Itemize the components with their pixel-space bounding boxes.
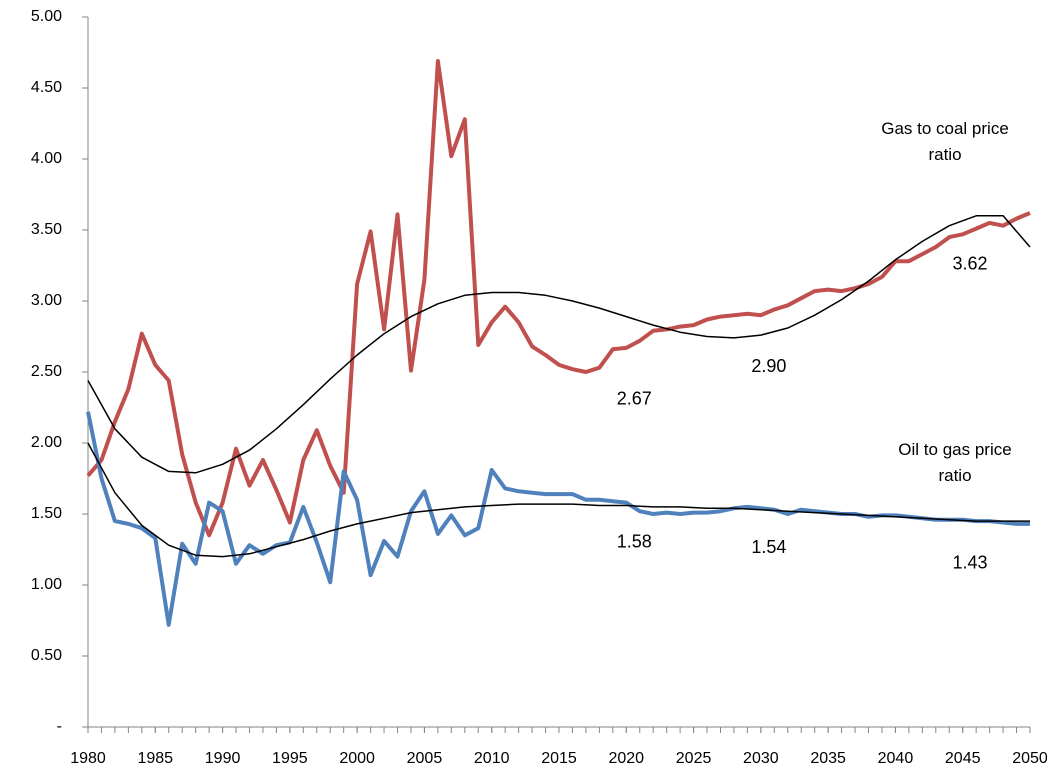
y-tick-label: 2.50	[31, 363, 62, 380]
x-tick-label: 2045	[945, 750, 981, 767]
x-tick-label: 2040	[878, 750, 914, 767]
x-tick-label: 1995	[272, 750, 308, 767]
data-label: 2.67	[617, 389, 652, 409]
y-tick-label: 0.50	[31, 647, 62, 664]
series-line	[86, 411, 1030, 627]
x-tick-label: 1980	[70, 750, 106, 767]
series-line	[86, 59, 1031, 538]
data-label: 1.43	[952, 553, 987, 573]
data-label: 1.58	[617, 531, 652, 551]
series-label: Oil to gas price ratio	[898, 440, 1012, 485]
y-tick-label: 4.50	[31, 79, 62, 96]
x-tick-label: 2010	[474, 750, 510, 767]
series-label: Gas to coal price ratio	[881, 119, 1009, 164]
data-label: 3.62	[952, 254, 987, 274]
x-tick-label: 2015	[541, 750, 577, 767]
x-tick-label: 2020	[608, 750, 644, 767]
y-tick-label: 3.50	[31, 221, 62, 238]
y-tick-label: -	[57, 718, 62, 735]
x-tick-label: 2025	[676, 750, 712, 767]
y-tick-label: 3.00	[31, 292, 62, 309]
trend-line	[87, 215, 1031, 474]
y-tick-label: 5.00	[31, 8, 62, 25]
x-tick-label: 2035	[810, 750, 846, 767]
data-label: 2.90	[751, 356, 786, 376]
x-tick-label: 2005	[407, 750, 443, 767]
y-tick-label: 1.50	[31, 505, 62, 522]
y-tick-label: 4.00	[31, 150, 62, 167]
x-tick-label: 2050	[1012, 750, 1048, 767]
data-label: 1.54	[751, 537, 786, 557]
x-tick-label: 1985	[137, 750, 173, 767]
y-tick-label: 1.00	[31, 576, 62, 593]
x-tick-label: 2000	[339, 750, 375, 767]
y-tick-label: 2.00	[31, 434, 62, 451]
x-tick-label: 1990	[205, 750, 241, 767]
trend-line	[87, 442, 1030, 558]
x-tick-label: 2030	[743, 750, 779, 767]
